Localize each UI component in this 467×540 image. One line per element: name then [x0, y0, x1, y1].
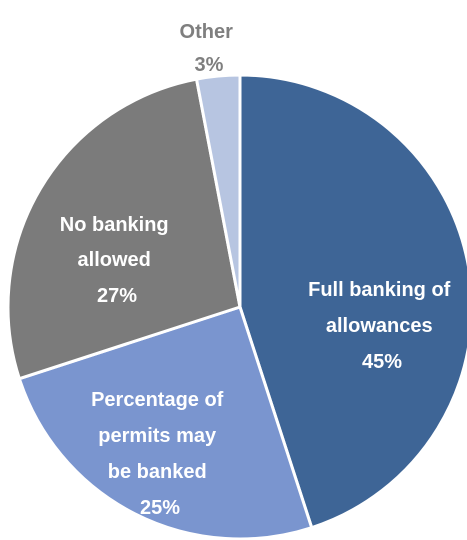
slice-label-none: No banking allowed 27%: [60, 214, 174, 307]
pie-slice-none: [6, 77, 242, 381]
slice-label-other: Other 3%: [180, 21, 239, 76]
slice-label-none-line-1: No banking: [60, 214, 169, 236]
pie-slice-full: [238, 73, 467, 530]
slice-value-full: 45%: [362, 351, 402, 373]
pie-slice-percentage: [17, 305, 314, 540]
slice-value-other: 3%: [195, 54, 224, 76]
slice-value-none: 27%: [97, 285, 137, 307]
slice-label-percentage-line-1: Percentage of: [91, 389, 224, 411]
slice-label-full-line-1: Full banking of: [308, 279, 451, 301]
slice-label-other-line-1: Other: [180, 21, 234, 43]
slice-value-percentage: 25%: [140, 497, 180, 519]
slice-label-percentage-line-3: be banked: [108, 461, 207, 483]
pie-slices: [6, 73, 467, 540]
slice-label-percentage: Percentage of permits may be banked 25%: [91, 389, 229, 519]
slice-label-full-line-2: allowances: [326, 315, 433, 337]
slice-label-full: Full banking of allowances 45%: [308, 279, 456, 373]
slice-label-none-line-2: allowed: [78, 249, 151, 271]
slice-label-percentage-line-2: permits may: [98, 425, 217, 447]
pie-slice-other: [195, 73, 242, 309]
